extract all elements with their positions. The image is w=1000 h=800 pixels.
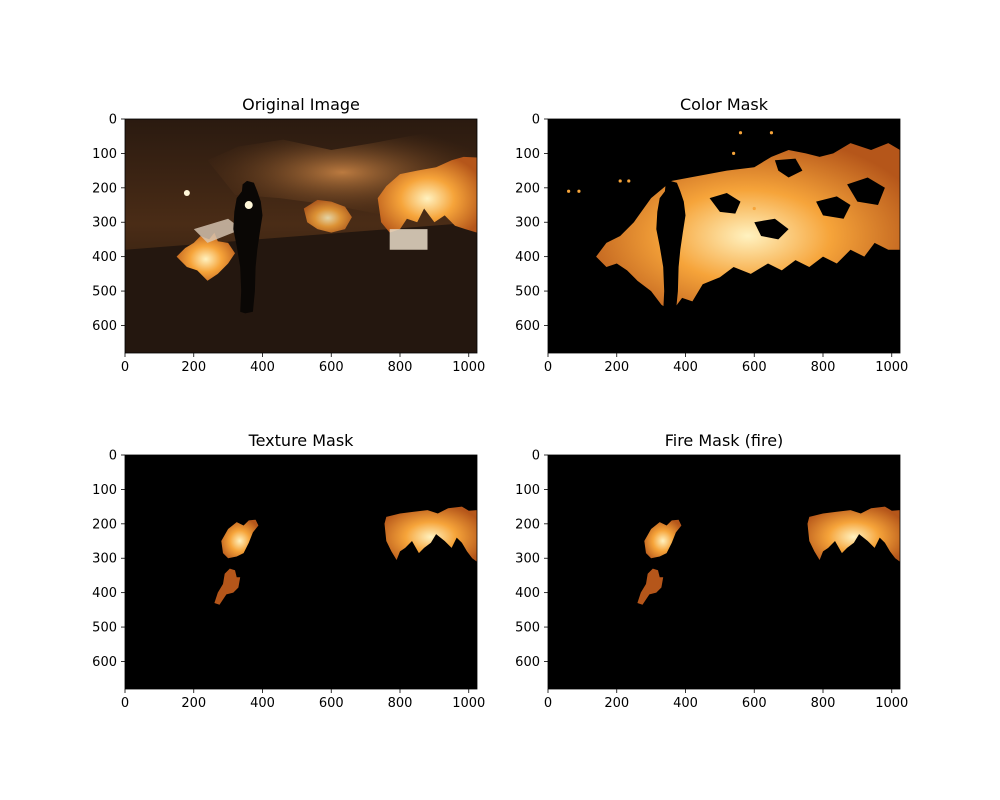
mask-region-left-upper [221, 519, 259, 559]
mask-background [548, 455, 900, 689]
mask-region-right [384, 506, 477, 562]
overturned-bin [193, 218, 242, 243]
panel-title: Texture Mask [248, 431, 355, 450]
x-tick-label: 400 [250, 696, 275, 711]
mask-hole [709, 193, 741, 214]
x-tick-label: 0 [121, 696, 129, 711]
panel-title: Fire Mask (fire) [665, 431, 784, 450]
y-tick-label: 600 [515, 319, 540, 334]
x-tick-label: 1000 [452, 360, 485, 375]
panel-title: Original Image [242, 95, 360, 114]
fire-right [377, 156, 477, 233]
y-tick-label: 0 [109, 113, 117, 128]
x-tick-label: 600 [319, 360, 344, 375]
mask-hole [754, 218, 789, 240]
texture-mask-image [125, 455, 477, 689]
axes-frame [547, 118, 901, 354]
fire-mask-image [548, 455, 900, 689]
mask-speck [577, 189, 581, 193]
y-tick-label: 500 [515, 285, 540, 300]
y-tick-label: 100 [92, 147, 117, 162]
y-tick-label: 600 [515, 655, 540, 670]
mask-region-left-lower [214, 568, 241, 605]
y-tick-label: 200 [515, 181, 540, 196]
y-tick-label: 0 [109, 449, 117, 464]
x-tick-label: 800 [811, 696, 836, 711]
mask-region-left-upper [644, 519, 682, 559]
x-tick-label: 600 [742, 360, 767, 375]
y-tick-label: 400 [92, 250, 117, 265]
x-tick-label: 1000 [875, 696, 908, 711]
mask-hole [847, 177, 885, 205]
y-tick-label: 300 [515, 216, 540, 231]
y-tick-label: 300 [515, 552, 540, 567]
y-tick-label: 100 [92, 483, 117, 498]
x-tick-label: 1000 [452, 696, 485, 711]
axes-frame [124, 454, 478, 690]
mask-speck [627, 179, 631, 183]
y-tick-label: 0 [532, 449, 540, 464]
mask-speck [738, 131, 743, 135]
x-tick-label: 200 [604, 696, 629, 711]
axes-frame [124, 118, 478, 354]
panel-original: 0 200 400 600 800 1000 0 100 200 300 400 500 600 Orig… [92, 95, 485, 375]
panel-title: Color Mask [680, 95, 769, 114]
car-headlight [183, 189, 190, 196]
mask-background [125, 455, 477, 689]
y-tick-label: 500 [92, 285, 117, 300]
y-tick-label: 600 [92, 319, 117, 334]
y-tick-label: 200 [92, 181, 117, 196]
original-image [125, 119, 477, 353]
x-tick-label: 1000 [875, 360, 908, 375]
street-light [244, 201, 253, 210]
x-tick-label: 400 [673, 360, 698, 375]
x-tick-label: 800 [388, 360, 413, 375]
color-mask-image [548, 119, 900, 353]
x-tick-label: 800 [811, 360, 836, 375]
x-tick-label: 0 [544, 696, 552, 711]
x-tick-label: 200 [604, 360, 629, 375]
x-tick-label: 400 [250, 360, 275, 375]
y-tick-label: 200 [515, 517, 540, 532]
x-tick-label: 800 [388, 696, 413, 711]
y-tick-label: 0 [532, 113, 540, 128]
y-tick-label: 100 [515, 483, 540, 498]
y-tick-label: 100 [515, 147, 540, 162]
y-tick-label: 200 [92, 517, 117, 532]
mask-speck [752, 206, 756, 211]
panel-fire-mask: 0 200 400 600 800 1000 0 100 200 300 400 500 600 Fire… [515, 431, 908, 711]
fire-center [303, 199, 352, 233]
mask-speck [732, 151, 736, 156]
panel-texture-mask: 0 200 400 600 800 1000 0 100 200 300 400 500 600 Text… [92, 431, 485, 711]
y-tick-label: 300 [92, 552, 117, 567]
y-tick-label: 500 [92, 621, 117, 636]
fire-left [176, 232, 235, 281]
axes-frame [547, 454, 901, 690]
panel-color-mask: 0 200 400 600 800 1000 0 100 200 300 400 500 600 Colo… [515, 95, 908, 375]
y-tick-label: 400 [515, 586, 540, 601]
x-tick-label: 600 [319, 696, 344, 711]
mask-region-left-lower [637, 568, 664, 605]
x-tick-label: 0 [544, 360, 552, 375]
mask-speck [618, 179, 622, 183]
y-tick-label: 600 [92, 655, 117, 670]
x-tick-label: 200 [181, 360, 206, 375]
mask-region-right [807, 506, 900, 562]
mask-hole [774, 158, 803, 178]
mask-hole [816, 196, 851, 219]
y-tick-label: 400 [92, 586, 117, 601]
x-tick-label: 400 [673, 696, 698, 711]
y-tick-label: 500 [515, 621, 540, 636]
mask-speck [567, 189, 571, 193]
x-tick-label: 200 [181, 696, 206, 711]
x-tick-label: 600 [742, 696, 767, 711]
person-silhouette [233, 180, 263, 314]
person-silhouette [656, 180, 686, 314]
x-tick-label: 0 [121, 360, 129, 375]
y-tick-label: 300 [92, 216, 117, 231]
dumpster [389, 229, 428, 250]
y-tick-label: 400 [515, 250, 540, 265]
mask-speck [769, 131, 774, 135]
